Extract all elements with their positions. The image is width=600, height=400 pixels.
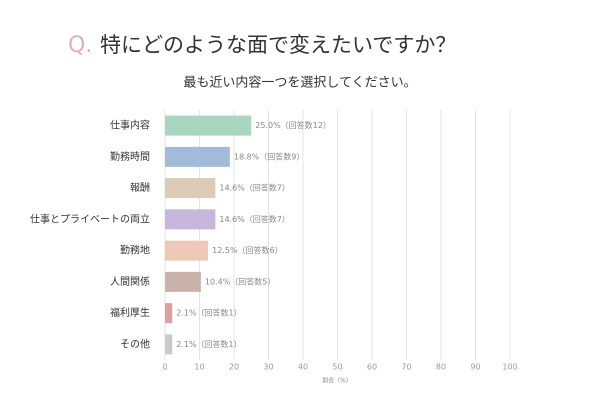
chart-subtitle: 最も近い内容一つを選択してください。 — [183, 75, 416, 91]
value-label: 2.1%（回答数1） — [176, 308, 241, 318]
y-tick-label: 福利厚生 — [110, 306, 150, 319]
value-label: 10.4%（回答数5） — [205, 276, 276, 286]
bar — [165, 146, 230, 167]
question-label: Q. — [68, 33, 92, 58]
bar — [165, 240, 209, 261]
value-label: 18.8%（回答数9） — [234, 151, 305, 161]
y-tick-label: 報酬 — [130, 182, 150, 194]
x-tick-label: 100 — [502, 363, 517, 372]
x-tick-label: 80 — [436, 363, 446, 372]
x-tick-label: 20 — [229, 363, 239, 372]
x-tick-label: 60 — [367, 363, 377, 372]
value-label: 14.6%（回答数7） — [219, 183, 290, 193]
bar — [165, 209, 216, 230]
y-tick-label: 仕事内容 — [110, 119, 150, 132]
bar — [165, 303, 173, 324]
x-tick-label: 0 — [162, 363, 167, 372]
chart-title: 特にどのような面で変えたいですか？ — [100, 33, 456, 57]
y-tick-label: その他 — [120, 337, 150, 350]
x-axis-label: 割合（%） — [322, 377, 352, 385]
bar — [165, 178, 216, 199]
value-label: 12.5%（回答数6） — [212, 245, 283, 255]
x-tick-label: 10 — [194, 363, 204, 372]
x-tick-label: 50 — [332, 363, 342, 372]
value-label: 2.1%（回答数1） — [176, 339, 241, 349]
x-tick-label: 70 — [401, 363, 411, 372]
bar — [165, 115, 252, 136]
y-tick-label: 勤務時間 — [110, 150, 150, 163]
x-tick-label: 40 — [298, 363, 308, 372]
bar — [165, 271, 201, 292]
x-tick-label: 90 — [470, 363, 480, 372]
value-label: 25.0%（回答数12） — [255, 120, 331, 130]
y-tick-label: 人間関係 — [110, 276, 150, 288]
y-tick-label: 仕事とプライベートの両立 — [30, 212, 150, 225]
y-tick-label: 勤務地 — [120, 244, 150, 257]
x-tick-label: 30 — [263, 363, 273, 372]
value-label: 14.6%（回答数7） — [219, 214, 290, 224]
bar — [165, 334, 173, 355]
